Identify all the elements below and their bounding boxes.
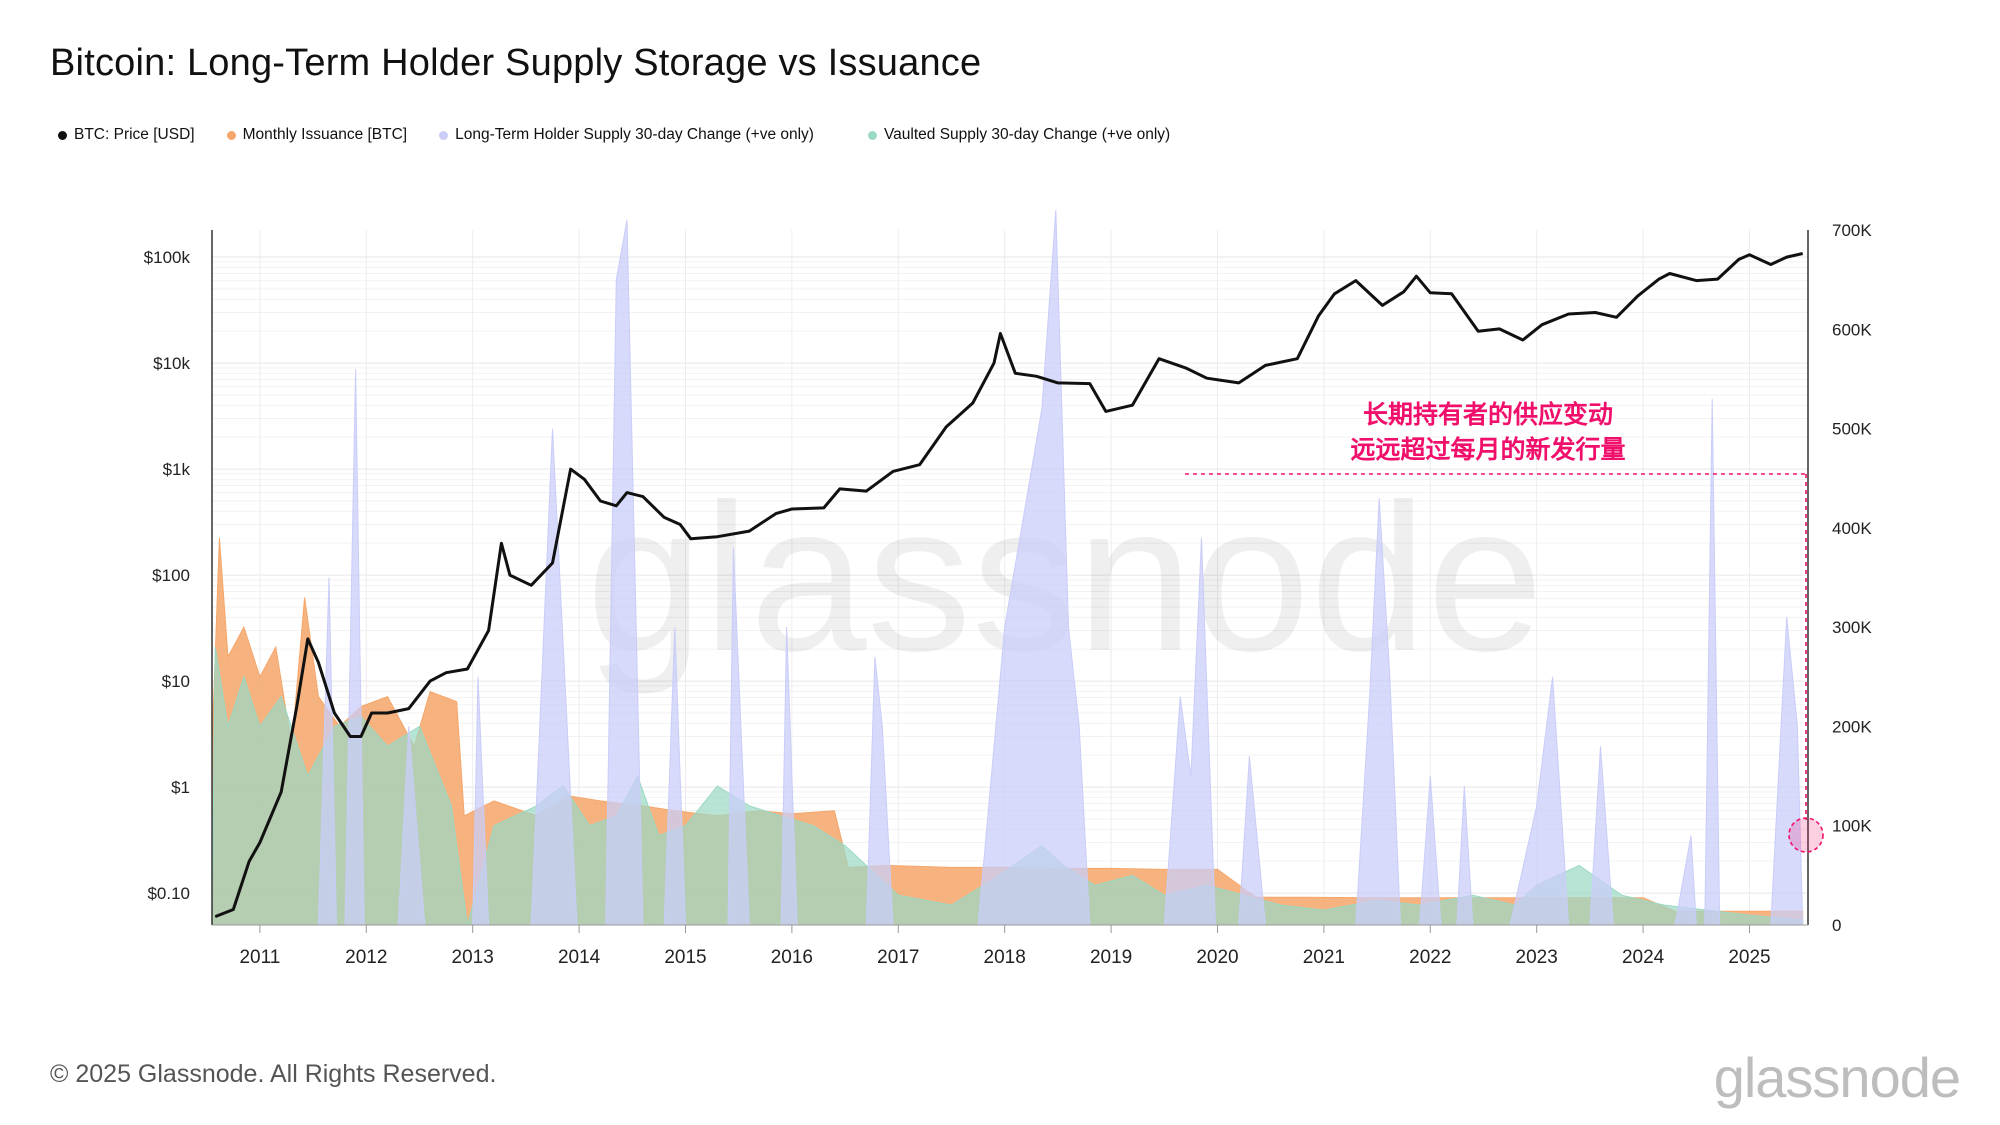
x-tick-label: 2015	[664, 947, 706, 968]
axes	[211, 230, 1809, 926]
legend-label-lth-supply: Long-Term Holder Supply 30-day Change (+…	[455, 126, 814, 143]
series-line-btc-price	[214, 252, 1804, 918]
y-right-tick-label: 300K	[1832, 618, 1872, 637]
y-left-tick-label: $1	[171, 778, 190, 797]
y-right-tick-label: 700K	[1832, 221, 1872, 240]
x-tick-label: 2013	[452, 947, 494, 968]
y-right-tick-label: 100K	[1832, 817, 1872, 836]
x-tick-label: 2014	[558, 947, 601, 968]
annotation-highlight-circle	[1788, 817, 1824, 853]
annotation-line-2: 远远超过每月的新发行量	[1350, 435, 1625, 464]
chart-legend: BTC: Price [USD] Monthly Issuance [BTC] …	[58, 126, 1174, 144]
y-right-tick-label: 500K	[1832, 420, 1872, 439]
x-tick-label: 2025	[1728, 947, 1770, 968]
y-left-tick-label: $100	[152, 566, 190, 585]
legend-dot-lth-supply	[439, 130, 449, 140]
x-tick-label: 2023	[1516, 947, 1558, 968]
legend-item-lth-supply[interactable]: Long-Term Holder Supply 30-day Change (+…	[439, 126, 814, 144]
y-right-tick-label: 600K	[1832, 320, 1872, 339]
x-tick-label: 2022	[1409, 947, 1451, 968]
y-right-tick-label: 0	[1832, 916, 1841, 935]
y-left-tick-label: $10	[162, 672, 190, 691]
x-tick-label: 2018	[984, 947, 1026, 968]
x-tick-label: 2019	[1090, 947, 1132, 968]
y-left-tick-label: $100k	[144, 248, 191, 267]
x-tick-label: 2017	[877, 947, 919, 968]
legend-dot-price	[58, 130, 67, 140]
legend-dot-vaulted-supply	[867, 130, 877, 140]
x-tick-label: 2016	[771, 947, 813, 968]
area-series	[211, 210, 1804, 926]
price-series	[214, 252, 1804, 918]
legend-label-vaulted-supply: Vaulted Supply 30-day Change (+ve only)	[883, 126, 1171, 143]
legend-item-vaulted-supply[interactable]: Vaulted Supply 30-day Change (+ve only)	[867, 126, 1171, 144]
y-left-tick-label: $10k	[153, 354, 190, 373]
x-tick-label: 2012	[345, 947, 387, 968]
legend-label-issuance: Monthly Issuance [BTC]	[242, 126, 408, 143]
annotation-group: 长期持有者的供应变动 远远超过每月的新发行量	[1185, 400, 1824, 853]
y-right-tick-label: 400K	[1832, 519, 1872, 538]
legend-item-issuance[interactable]: Monthly Issuance [BTC]	[226, 126, 408, 144]
legend-item-price[interactable]: BTC: Price [USD]	[58, 126, 195, 144]
copyright-footer: © 2025 Glassnode. All Rights Reserved.	[50, 1060, 497, 1088]
glassnode-logo: glassnode	[1713, 1046, 1961, 1109]
legend-label-price: BTC: Price [USD]	[74, 126, 195, 143]
chart-title: Bitcoin: Long-Term Holder Supply Storage…	[50, 42, 982, 84]
legend-dot-issuance	[226, 130, 236, 140]
x-tick-label: 2021	[1303, 947, 1345, 968]
x-tick-label: 2020	[1196, 947, 1238, 968]
x-tick-label: 2024	[1622, 947, 1665, 968]
annotation-line-1: 长期持有者的供应变动	[1363, 400, 1613, 429]
y-left-tick-label: $0.10	[147, 884, 190, 903]
y-left-tick-label: $1k	[163, 460, 191, 479]
y-right-tick-label: 200K	[1832, 717, 1872, 736]
tick-labels: $0.10 $1 $10 $100 $1k $10k $100k 0 100K 200K 300K 4…	[144, 221, 1873, 968]
x-tick-label: 2011	[239, 947, 280, 968]
